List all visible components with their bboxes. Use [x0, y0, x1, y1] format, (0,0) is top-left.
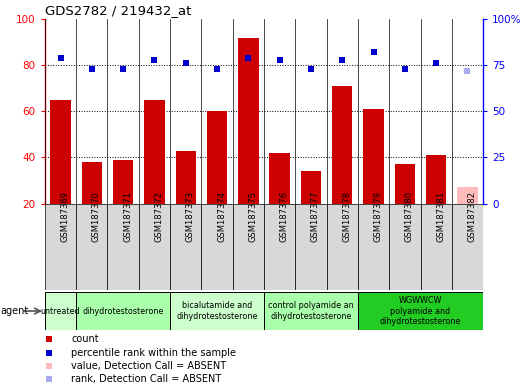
Bar — [238, 38, 259, 204]
Text: percentile rank within the sample: percentile rank within the sample — [71, 348, 236, 358]
Bar — [113, 160, 133, 204]
Text: agent: agent — [1, 306, 29, 316]
Bar — [45, 292, 76, 330]
Text: GSM187378: GSM187378 — [342, 191, 351, 242]
Bar — [139, 204, 170, 290]
Bar — [82, 162, 102, 204]
Text: GSM187377: GSM187377 — [311, 191, 320, 242]
Bar — [389, 204, 420, 290]
Bar — [144, 100, 165, 204]
Text: rank, Detection Call = ABSENT: rank, Detection Call = ABSENT — [71, 374, 221, 384]
Bar — [176, 151, 196, 204]
Bar — [108, 204, 139, 290]
Bar — [358, 292, 483, 330]
Bar — [295, 204, 327, 290]
Text: GSM187373: GSM187373 — [186, 191, 195, 242]
Text: GSM187369: GSM187369 — [61, 191, 70, 242]
Bar — [269, 153, 290, 204]
Bar — [457, 187, 478, 204]
Bar — [170, 204, 201, 290]
Bar — [264, 292, 358, 330]
Bar — [363, 109, 384, 204]
Bar — [233, 204, 264, 290]
Bar — [426, 155, 446, 204]
Text: bicalutamide and
dihydrotestosterone: bicalutamide and dihydrotestosterone — [176, 301, 258, 321]
Bar — [207, 111, 227, 204]
Bar — [301, 171, 321, 204]
Text: GDS2782 / 219432_at: GDS2782 / 219432_at — [45, 3, 191, 17]
Text: GSM187370: GSM187370 — [92, 191, 101, 242]
Bar — [50, 100, 71, 204]
Text: WGWWCW
polyamide and
dihydrotestosterone: WGWWCW polyamide and dihydrotestosterone — [380, 296, 461, 326]
Text: value, Detection Call = ABSENT: value, Detection Call = ABSENT — [71, 361, 227, 371]
Text: GSM187374: GSM187374 — [217, 191, 226, 242]
Text: GSM187375: GSM187375 — [248, 191, 257, 242]
Text: GSM187372: GSM187372 — [154, 191, 164, 242]
Bar — [45, 204, 76, 290]
Bar — [201, 204, 233, 290]
Text: GSM187382: GSM187382 — [467, 191, 476, 242]
Bar — [332, 86, 352, 204]
Bar — [327, 204, 358, 290]
Bar — [170, 292, 264, 330]
Text: GSM187379: GSM187379 — [374, 191, 383, 242]
Bar — [264, 204, 295, 290]
Text: count: count — [71, 334, 99, 344]
Text: GSM187380: GSM187380 — [405, 191, 414, 242]
Bar — [395, 164, 415, 204]
Bar — [420, 204, 452, 290]
Text: dihydrotestosterone: dihydrotestosterone — [82, 306, 164, 316]
Bar — [76, 292, 170, 330]
Text: untreated: untreated — [41, 306, 80, 316]
Bar — [452, 204, 483, 290]
Bar — [358, 204, 389, 290]
Bar — [76, 204, 108, 290]
Text: GSM187376: GSM187376 — [280, 191, 289, 242]
Text: GSM187381: GSM187381 — [436, 191, 445, 242]
Text: control polyamide an
dihydrotestosterone: control polyamide an dihydrotestosterone — [268, 301, 354, 321]
Text: GSM187371: GSM187371 — [123, 191, 132, 242]
